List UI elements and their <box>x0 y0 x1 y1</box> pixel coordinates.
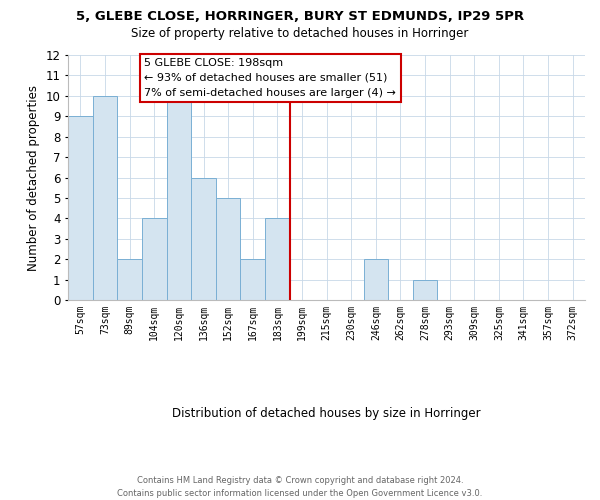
X-axis label: Distribution of detached houses by size in Horringer: Distribution of detached houses by size … <box>172 407 481 420</box>
Bar <box>142 218 167 300</box>
Bar <box>93 96 118 300</box>
Bar <box>118 260 142 300</box>
Bar <box>167 96 191 300</box>
Bar <box>265 218 290 300</box>
Bar <box>413 280 437 300</box>
Text: 5, GLEBE CLOSE, HORRINGER, BURY ST EDMUNDS, IP29 5PR: 5, GLEBE CLOSE, HORRINGER, BURY ST EDMUN… <box>76 10 524 23</box>
Text: Contains HM Land Registry data © Crown copyright and database right 2024.
Contai: Contains HM Land Registry data © Crown c… <box>118 476 482 498</box>
Y-axis label: Number of detached properties: Number of detached properties <box>27 84 40 270</box>
Bar <box>191 178 216 300</box>
Text: Size of property relative to detached houses in Horringer: Size of property relative to detached ho… <box>131 28 469 40</box>
Bar <box>241 260 265 300</box>
Bar <box>364 260 388 300</box>
Bar <box>68 116 93 300</box>
Text: 5 GLEBE CLOSE: 198sqm
← 93% of detached houses are smaller (51)
7% of semi-detac: 5 GLEBE CLOSE: 198sqm ← 93% of detached … <box>145 58 397 98</box>
Bar <box>216 198 241 300</box>
